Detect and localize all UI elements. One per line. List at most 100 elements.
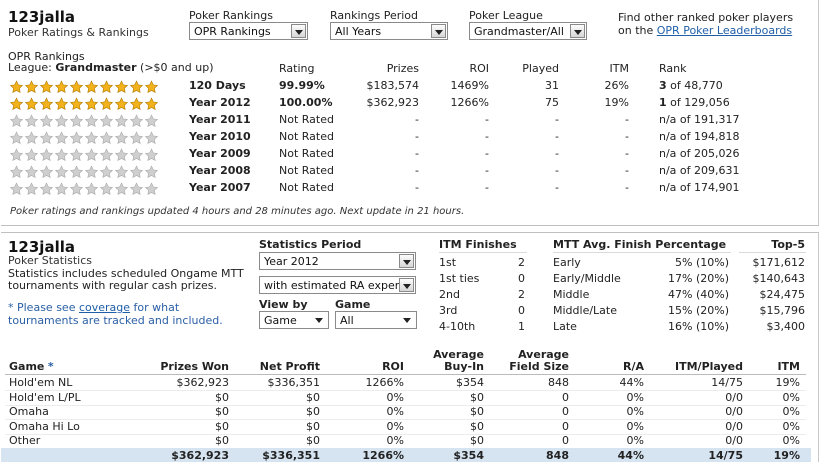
divider [5, 433, 806, 435]
itm-value: - [625, 130, 629, 143]
divider [5, 390, 806, 391]
col-rating: Rating [279, 62, 315, 75]
th-game-star[interactable]: * [47, 360, 54, 373]
total-ra: 44% [617, 449, 644, 462]
mtt-finish-title: MTT Avg. Finish Percentage [553, 238, 727, 251]
ra-select[interactable]: with estimated RA exper [259, 276, 416, 294]
mtt-finish-value: 5% (10%) [675, 256, 729, 269]
star-rating [9, 80, 159, 94]
chevron-down-icon [312, 313, 327, 327]
star-empty-icon [144, 114, 159, 128]
star-rating [9, 182, 159, 196]
game-select[interactable]: All [335, 311, 417, 329]
game-name: Hold'em L/PL [9, 390, 81, 404]
total-itm: 19% [773, 449, 800, 462]
rank-number: n/a [659, 164, 677, 177]
stats-period-select[interactable]: Year 2012 [259, 252, 416, 270]
coverage-link[interactable]: coverage [78, 301, 131, 314]
star-filled-icon [54, 97, 69, 111]
table-row: Other $0 $0 0% $0 0 0% 0/0 0% [1, 434, 811, 448]
period-label: Year 2008 [189, 164, 251, 177]
roi: 0% [386, 390, 404, 404]
find-players-line2: on the OPR Poker Leaderboards [618, 24, 792, 37]
total-net: $336,351 [262, 449, 320, 462]
itm-played: 14/75 [711, 376, 743, 389]
roi: 1266% [365, 376, 404, 389]
rank-value: n/a of 191,317 [659, 113, 740, 126]
roi: 0% [386, 419, 404, 433]
league-select-value: Grandmaster/All [474, 25, 564, 38]
star-filled-icon [54, 80, 69, 94]
th-net-profit: Net Profit [259, 360, 320, 373]
star-empty-icon [129, 114, 144, 128]
player-name-stats: 123jalla [8, 238, 75, 256]
star-rating [9, 165, 159, 179]
star-filled-icon [39, 97, 54, 111]
total-field: 848 [546, 449, 569, 462]
ra-value: 0% [626, 434, 644, 447]
star-empty-icon [84, 131, 99, 145]
rankings-period-select[interactable]: All Years [330, 22, 448, 40]
avg-buyin: $354 [456, 376, 484, 389]
itm-finish-count: 1 [518, 320, 525, 333]
rank-value: n/a of 209,631 [659, 164, 740, 177]
rank-total: of 174,901 [679, 181, 740, 194]
section-title: OPR Rankings [8, 50, 85, 63]
prizes-value: $183,574 [366, 79, 420, 92]
table-row: Hold'em L/PL $0 $0 0% $0 0 0% 0/0 0% [1, 391, 811, 405]
star-filled-icon [114, 80, 129, 94]
poker-league-select[interactable]: Grandmaster/All [469, 22, 587, 40]
find-players-prefix: on the [618, 24, 654, 37]
game-value: All [340, 314, 354, 327]
star-filled-icon [84, 97, 99, 111]
period-label: Year 2007 [189, 181, 251, 194]
star-empty-icon [129, 165, 144, 179]
divider [5, 404, 806, 406]
rank-value: 3 of 48,770 [659, 79, 723, 92]
rankings-select[interactable]: OPR Rankings [189, 22, 308, 40]
avg-buyin: $0 [470, 434, 484, 447]
star-empty-icon [54, 148, 69, 162]
star-empty-icon [24, 131, 39, 145]
rank-total: of 194,818 [679, 130, 740, 143]
itm-played: 0/0 [725, 390, 743, 404]
avg-buyin: $0 [470, 390, 484, 404]
star-empty-icon [114, 131, 129, 145]
prizes-value: - [415, 113, 419, 126]
rating-value: Not Rated [279, 113, 334, 126]
star-empty-icon [69, 165, 84, 179]
star-rating [9, 97, 159, 111]
avg-field-size: 0 [562, 390, 569, 404]
mtt-finish-label: Early/Middle [553, 272, 621, 285]
net-profit: $0 [306, 419, 320, 433]
viewby-select[interactable]: Game [259, 311, 329, 329]
star-empty-icon [69, 148, 84, 162]
th-field-1: Average [518, 348, 569, 361]
leaderboards-link[interactable]: OPR Poker Leaderboards [656, 24, 793, 37]
played-value: 31 [545, 79, 559, 92]
th-prizes: Prizes Won [160, 360, 229, 373]
star-empty-icon [144, 131, 159, 145]
divider [5, 419, 806, 420]
itm-pct: 19% [775, 376, 800, 389]
star-empty-icon [24, 165, 39, 179]
star-filled-icon [24, 97, 39, 111]
prizes-value: - [415, 147, 419, 160]
star-empty-icon [39, 148, 54, 162]
rank-value: n/a of 194,818 [659, 130, 740, 143]
star-filled-icon [39, 80, 54, 94]
roi-value: - [485, 113, 489, 126]
game-name: Hold'em NL [9, 376, 73, 389]
star-empty-icon [129, 182, 144, 196]
star-filled-icon [9, 97, 24, 111]
avg-field-size: 848 [548, 376, 569, 389]
th-game-label: Game [9, 360, 45, 373]
rank-number: 1 [659, 96, 667, 109]
star-empty-icon [24, 114, 39, 128]
th-field-2: Field Size [509, 360, 569, 373]
itm-pct: 0% [782, 419, 800, 433]
rating-value: 99.99% [279, 79, 325, 92]
league-line: League: Grandmaster (>$0 and up) [8, 61, 214, 74]
star-empty-icon [99, 182, 114, 196]
itm-finish-label: 4-10th [439, 320, 476, 333]
